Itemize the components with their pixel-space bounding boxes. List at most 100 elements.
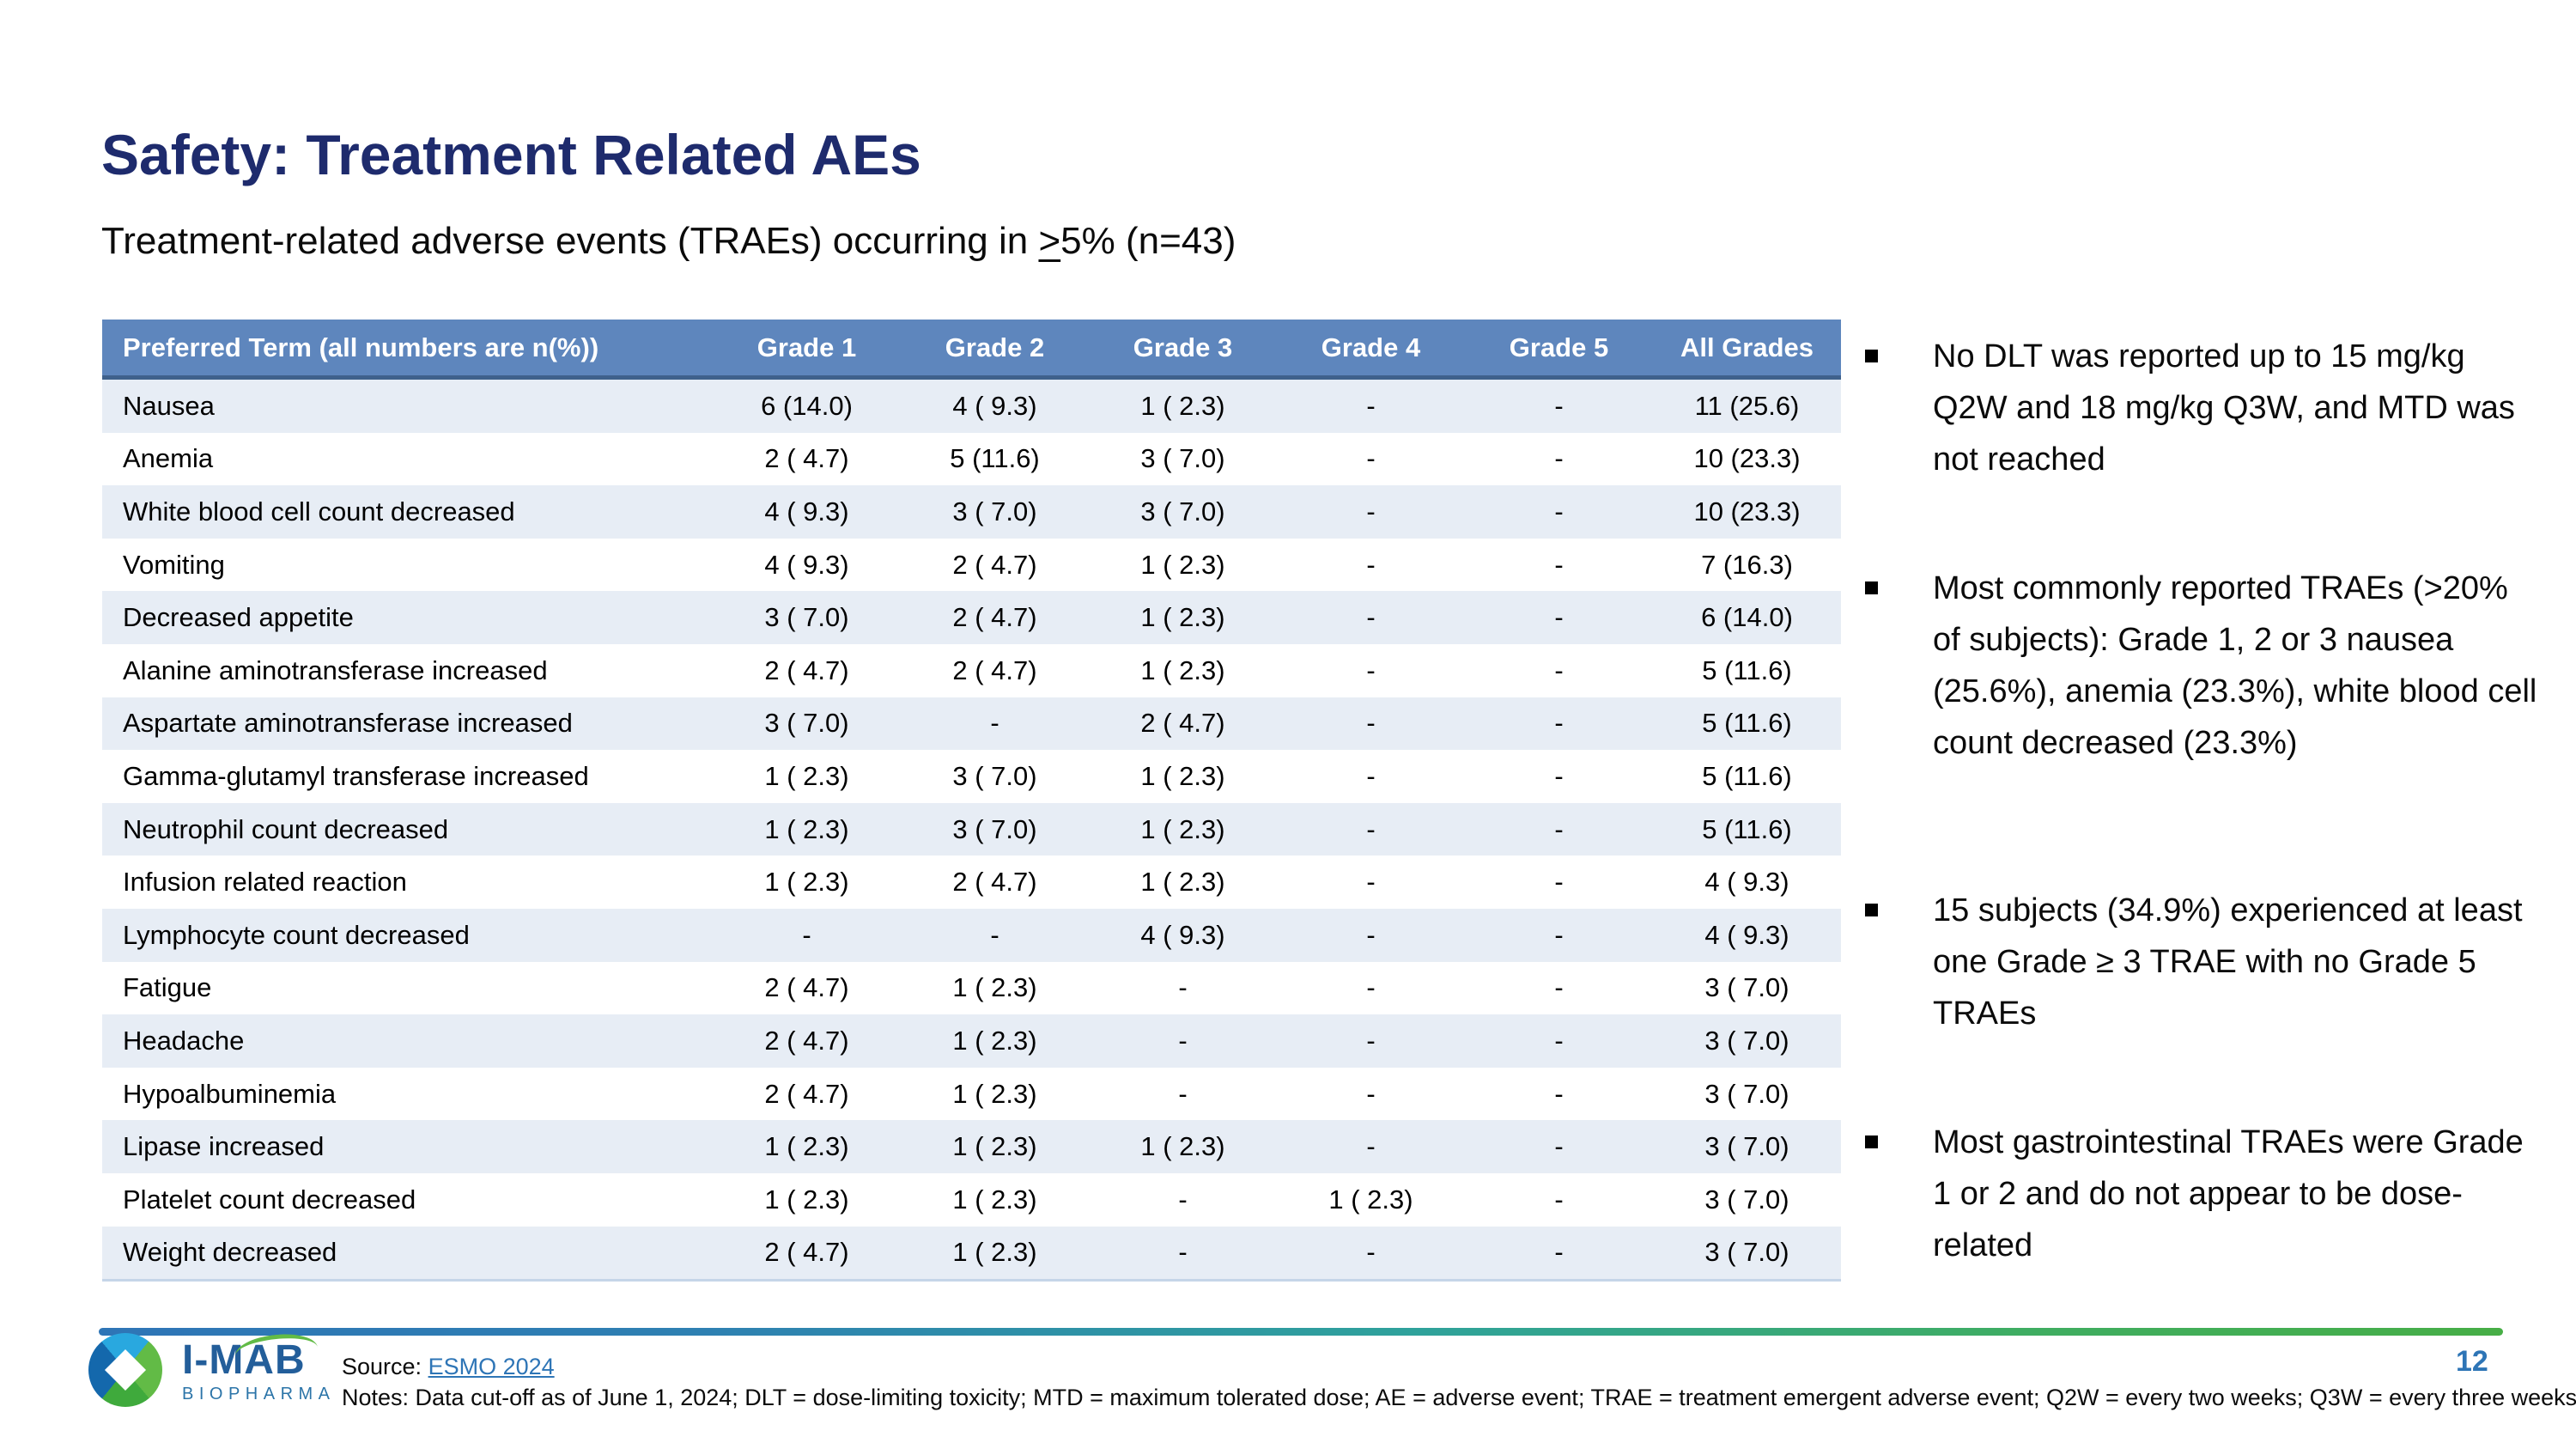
value-cell: 1 ( 2.3) [1140,602,1225,633]
value-cell: 2 ( 4.7) [952,549,1037,580]
value-cell: 3 ( 7.0) [764,708,849,739]
table-row: Weight decreased 2 ( 4.7) 1 ( 2.3) - - - 3 ( 7… [102,1226,1841,1280]
value-cell: 1 ( 2.3) [1140,654,1225,685]
value-cell: 1 ( 2.3) [1140,867,1225,898]
value-cell: - [1554,549,1564,580]
value-cell: - [1366,1025,1376,1056]
value-cell: - [1554,654,1564,685]
preferred-term-cell: Decreased appetite [123,602,354,633]
value-cell: 3 ( 7.0) [1704,1237,1789,1268]
table-row: Decreased appetite 3 ( 7.0) 2 ( 4.7) 1 ( 2.… [102,591,1841,644]
value-cell: - [1366,972,1376,1003]
value-cell: - [1366,443,1376,474]
value-cell: 4 ( 9.3) [1140,919,1225,950]
bullet-text: 15 subjects (34.9%) experienced at least… [1933,892,2523,1032]
table-row: Aspartate aminotransferase increased 3 ( … [102,697,1841,751]
value-cell: - [1178,1025,1188,1056]
value-cell: - [1554,443,1564,474]
value-cell: 2 ( 4.7) [952,654,1037,685]
value-cell: 2 ( 4.7) [764,1078,849,1109]
bullet-square-icon [1865,350,1878,362]
preferred-term-cell: Alanine aminotransferase increased [123,654,548,685]
value-cell: - [1554,1237,1564,1268]
preferred-term-cell: Aspartate aminotransferase increased [123,708,573,739]
value-cell: 4 ( 9.3) [1704,867,1789,898]
value-cell: 1 ( 2.3) [952,1078,1037,1109]
subtitle-text: Treatment-related adverse events (TRAEs)… [101,220,1039,262]
value-cell: - [1366,549,1376,580]
value-cell: 3 ( 7.0) [952,760,1037,791]
preferred-term-cell: Vomiting [123,549,225,580]
value-cell: - [1554,867,1564,898]
table-row: Neutrophil count decreased 1 ( 2.3) 3 ( 7.… [102,802,1841,856]
source-line: Source: ESMO 2024 [342,1354,555,1380]
value-cell: 5 (11.6) [1702,760,1792,791]
preferred-term-cell: Nausea [123,390,215,421]
value-cell: 1 ( 2.3) [1140,760,1225,791]
table-row: Platelet count decreased 1 ( 2.3) 1 ( 2.3)… [102,1172,1841,1227]
value-cell: 2 ( 4.7) [764,1237,849,1268]
value-cell: - [990,708,999,739]
value-cell: 2 ( 4.7) [764,443,849,474]
value-cell: - [1554,390,1564,421]
imab-logo-text: I-MAB BIOPHARMA [182,1330,371,1404]
value-cell: - [1554,919,1564,950]
value-cell: - [1554,1078,1564,1109]
bullet-text: No DLT was reported up to 15 mg/kg Q2W a… [1933,338,2515,478]
table-row: Fatigue 2 ( 4.7) 1 ( 2.3) - - - 3 ( 7.0) [102,961,1841,1015]
column-header: Grade 5 [1509,332,1609,362]
bullet-text: Most gastrointestinal TRAEs were Grade 1… [1933,1124,2524,1263]
table-row: White blood cell count decreased 4 ( 9.3)… [102,485,1841,539]
geq-symbol: > [1038,220,1061,262]
value-cell: 5 (11.6) [1702,813,1792,844]
value-cell: 2 ( 4.7) [1140,708,1225,739]
table-row: Infusion related reaction 1 ( 2.3) 2 ( 4.7… [102,855,1841,909]
value-cell: 2 ( 4.7) [764,1025,849,1056]
value-cell: - [1178,972,1188,1003]
value-cell: 2 ( 4.7) [764,654,849,685]
preferred-term-cell: Gamma-glutamyl transferase increased [123,760,589,791]
table-row: Lymphocyte count decreased - - 4 ( 9.3) - - 4 … [102,908,1841,962]
value-cell: - [1554,972,1564,1003]
imab-logo-icon [88,1333,162,1407]
preferred-term-cell: Infusion related reaction [123,867,407,898]
value-cell: - [1554,760,1564,791]
trae-table: Preferred Term (all numbers are n(%)) Gra… [102,320,1841,1282]
preferred-term-cell: Platelet count decreased [123,1184,416,1215]
preferred-term-cell: White blood cell count decreased [123,496,515,527]
preferred-term-cell: Anemia [123,443,214,474]
bullet-item: No DLT was reported up to 15 mg/kg Q2W a… [1851,331,2543,485]
value-cell: 2 ( 4.7) [764,972,849,1003]
value-cell: - [1366,496,1376,527]
value-cell: 3 ( 7.0) [1704,1184,1789,1215]
value-cell: 3 ( 7.0) [1704,1131,1789,1162]
column-header: Grade 1 [756,332,857,362]
source-link[interactable]: ESMO 2024 [428,1354,555,1379]
value-cell: 1 ( 2.3) [764,1184,849,1215]
table-row: Hypoalbuminemia 2 ( 4.7) 1 ( 2.3) - - - 3 ( 7.… [102,1067,1841,1121]
value-cell: 6 (14.0) [1701,602,1793,633]
value-cell: 1 ( 2.3) [764,760,849,791]
bullet-item: Most commonly reported TRAEs (>20% of su… [1851,563,2543,769]
preferred-term-cell: Hypoalbuminemia [123,1078,337,1109]
value-cell: 2 ( 4.7) [952,867,1037,898]
column-header: Grade 2 [945,332,1045,362]
bullet-square-icon [1865,904,1878,916]
value-cell: 3 ( 7.0) [952,813,1037,844]
value-cell: - [1554,1131,1564,1162]
value-cell: - [1366,919,1376,950]
table-header-row: Preferred Term (all numbers are n(%)) Gra… [102,320,1841,380]
value-cell: - [1178,1078,1188,1109]
value-cell: 1 ( 2.3) [1328,1184,1413,1215]
value-cell: 3 ( 7.0) [1704,1078,1789,1109]
value-cell: 3 ( 7.0) [764,602,849,633]
column-header: Preferred Term (all numbers are n(%)) [123,332,599,362]
value-cell: - [1178,1184,1188,1215]
source-label: Source: [342,1354,428,1379]
value-cell: 4 ( 9.3) [764,496,849,527]
value-cell: - [1554,813,1564,844]
value-cell: 1 ( 2.3) [952,1131,1037,1162]
value-cell: 1 ( 2.3) [952,1184,1037,1215]
preferred-term-cell: Fatigue [123,972,212,1003]
